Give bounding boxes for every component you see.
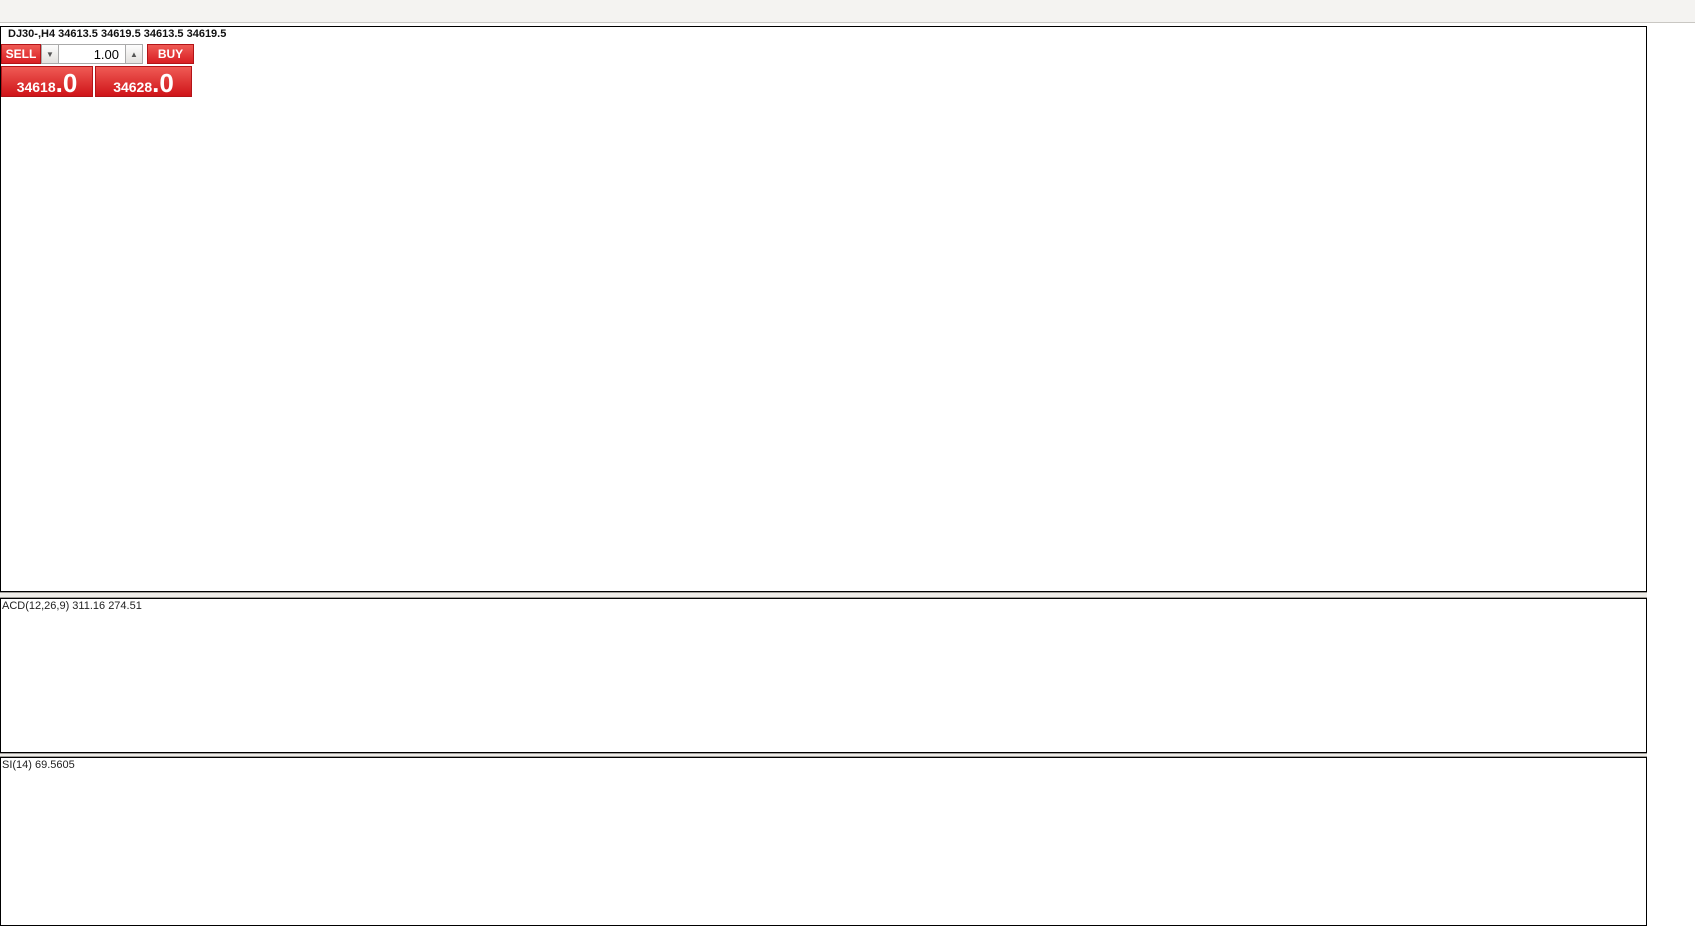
volume-increase-button[interactable]: ▲ [125,44,143,64]
rsi-chart[interactable] [1,758,1646,925]
macd-label: ACD(12,26,9) 311.16 274.51 [2,600,142,612]
macd-chart[interactable] [1,599,1646,752]
pane-divider[interactable] [0,753,1695,757]
macd-pane[interactable] [0,598,1647,753]
rsi-pane[interactable] [0,757,1647,926]
price-axis[interactable] [1647,26,1695,926]
buy-button[interactable]: BUY [147,44,194,64]
volume-decrease-button[interactable]: ▼ [41,44,59,64]
buy-price[interactable]: 34628.0 [95,66,192,97]
buy-price-pips: .0 [152,68,174,98]
sell-price[interactable]: 34618.0 [1,66,93,97]
buy-price-main: 34628 [113,79,153,95]
volume-input[interactable]: 1.00 [59,44,125,64]
time-axis[interactable] [0,926,1695,944]
top-toolbar [0,0,1695,23]
sell-price-pips: .0 [55,68,78,98]
sell-price-main: 34618 [16,79,56,95]
one-click-trading-widget: SELL ▼ 1.00 ▲ BUY 34618.0 34628.0 [1,44,194,97]
sell-button[interactable]: SELL [1,44,41,64]
rsi-label: SI(14) 69.5605 [2,759,75,771]
candlestick-chart[interactable] [1,27,1646,591]
pane-divider[interactable] [0,592,1695,598]
quote-header: DJ30-,H4 34613.5 34619.5 34613.5 34619.5 [8,28,227,40]
main-chart-pane[interactable] [0,26,1647,592]
